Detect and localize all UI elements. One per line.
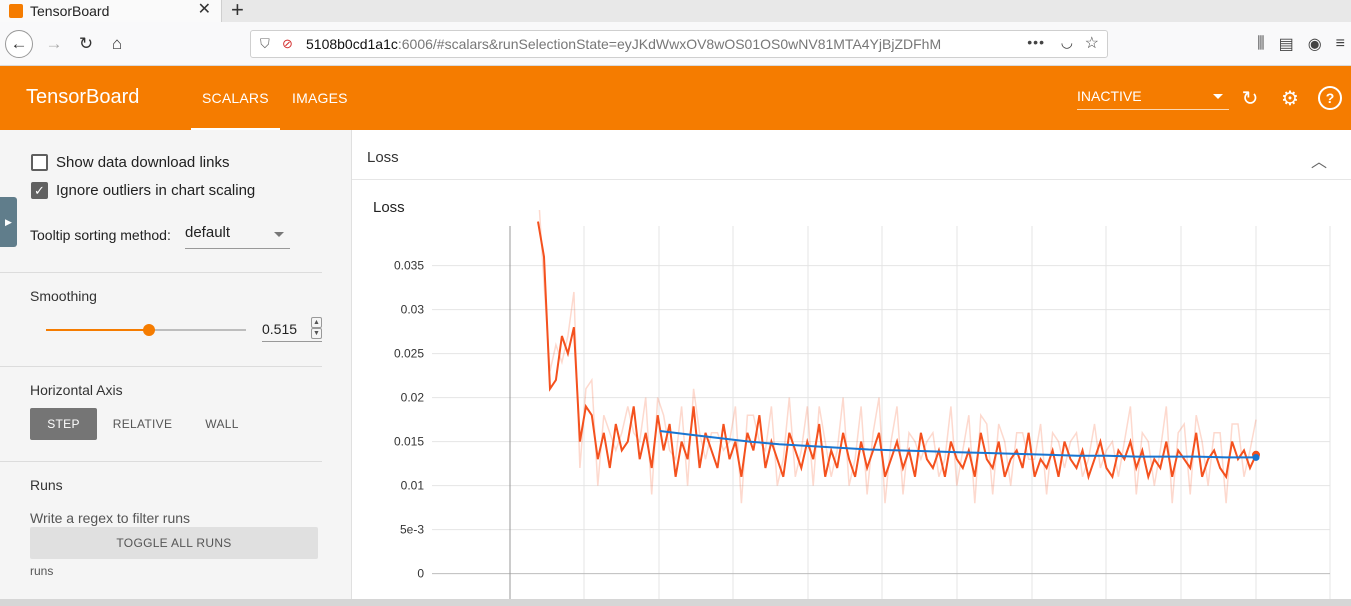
series-raw-line [538, 210, 1257, 504]
y-tick-label: 0.01 [401, 479, 425, 493]
menu-icon[interactable]: ≡ [1335, 35, 1345, 52]
main-panel: Loss ︿ Loss 0.035 0.03 0.025 0.02 0.015 0.01 5… [352, 130, 1351, 606]
smoothing-slider-knob[interactable] [143, 324, 155, 336]
smoothing-value: 0.515 [262, 321, 298, 337]
y-tick-label: 5e-3 [400, 523, 424, 537]
url-host: 5108b0cd1a1c [306, 36, 398, 52]
divider [0, 461, 322, 462]
series-line-blue [659, 430, 1256, 459]
more-actions-icon[interactable]: ••• [1027, 34, 1045, 50]
horizontal-axis-title: Horizontal Axis [30, 382, 123, 398]
divider [0, 272, 322, 273]
series-end-point-blue [1252, 453, 1260, 461]
show-download-links-label: Show data download links [56, 154, 230, 171]
tab-images[interactable]: IMAGES [292, 90, 348, 106]
tooltip-sorting-select[interactable]: default [185, 224, 290, 249]
brand-title: TensorBoard [26, 86, 140, 108]
select-caret-icon [274, 232, 284, 237]
divider [0, 366, 322, 367]
browser-toolbar-icons: ⫼ ▤ ◉ ≡ [1257, 30, 1351, 58]
refresh-icon[interactable]: ↻ [1241, 87, 1259, 110]
back-arrow-icon[interactable]: ← [5, 30, 33, 58]
y-tick-label: 0.02 [401, 391, 425, 405]
ignore-outliers-label: Ignore outliers in chart scaling [56, 182, 256, 199]
sidebar: ▶ Show data download links ✓ Ignore outl… [0, 130, 352, 606]
spin-up-icon[interactable]: ▲ [311, 317, 322, 328]
runs-title: Runs [30, 477, 63, 493]
y-tick-label: 0 [417, 567, 424, 581]
toggle-all-runs-button[interactable]: TOGGLE ALL RUNS [30, 527, 318, 559]
tensorboard-header: TensorBoard SCALARS IMAGES INACTIVE ↻ ⚙ … [0, 66, 1351, 130]
y-tick-label: 0.025 [394, 347, 424, 361]
axis-step-button[interactable]: STEP [30, 408, 97, 440]
pocket-icon[interactable]: ◡ [1060, 34, 1073, 50]
smoothing-input[interactable]: 0.515 ▲ ▼ [262, 317, 322, 342]
ignore-outliers-checkbox[interactable]: ✓ [31, 182, 48, 199]
card-title: Loss [367, 149, 399, 166]
os-taskbar [0, 599, 1351, 606]
browser-tab-bar: TensorBoard ✕ + [0, 0, 1351, 22]
show-download-links-checkbox[interactable] [31, 154, 48, 171]
loss-chart[interactable]: 0.035 0.03 0.025 0.02 0.015 0.01 5e-3 0 [352, 210, 1351, 606]
chevron-up-icon[interactable]: ︿ [1310, 154, 1327, 171]
url-bar[interactable]: ⛉ ⊘ 5108b0cd1a1c :6006/#scalars&runSelec… [250, 30, 1108, 58]
y-tick-label: 0.015 [394, 435, 424, 449]
axis-relative-button[interactable]: RELATIVE [112, 417, 173, 431]
runs-filter-input[interactable]: Write a regex to filter runs [30, 510, 191, 526]
spin-down-icon[interactable]: ▼ [311, 328, 322, 339]
dropdown-caret-icon [1213, 94, 1223, 99]
smoothing-slider-fill [46, 329, 149, 331]
browser-tab[interactable]: TensorBoard ✕ [0, 0, 222, 22]
reload-icon[interactable]: ↻ [78, 34, 94, 53]
series-line-orange [537, 221, 1257, 481]
help-icon[interactable]: ? [1318, 86, 1342, 110]
settings-gear-icon[interactable]: ⚙ [1281, 87, 1299, 110]
loss-card-header[interactable]: Loss ︿ [352, 136, 1351, 180]
browser-navbar: ← → ↻ ⌂ ⛉ ⊘ 5108b0cd1a1c :6006/#scalars&… [0, 22, 1351, 66]
y-tick-label: 0.03 [401, 303, 425, 317]
smoothing-title: Smoothing [30, 288, 97, 304]
account-icon[interactable]: ◉ [1307, 36, 1322, 53]
y-tick-label: 0.035 [394, 259, 424, 273]
axis-wall-button[interactable]: WALL [205, 417, 239, 431]
sidebar-collapse-handle-icon[interactable]: ▶ [0, 197, 17, 247]
shield-icon[interactable]: ⛉ [260, 36, 270, 51]
plugin-status-dropdown[interactable]: INACTIVE [1077, 88, 1229, 110]
close-tab-icon[interactable]: ✕ [197, 1, 211, 18]
run-item[interactable]: runs [30, 564, 54, 578]
tab-scalars[interactable]: SCALARS [191, 90, 280, 130]
chart-title: Loss [373, 199, 405, 216]
home-icon[interactable]: ⌂ [111, 34, 123, 53]
library-icon[interactable]: ⫼ [1257, 35, 1265, 52]
insecure-lock-icon[interactable]: ⊘ [282, 36, 293, 51]
bookmark-star-icon[interactable]: ☆ [1084, 35, 1099, 52]
sidebar-toggle-icon[interactable]: ▤ [1278, 36, 1294, 53]
new-tab-icon[interactable]: + [231, 0, 244, 22]
tooltip-sorting-label: Tooltip sorting method: [30, 227, 171, 243]
url-path: :6006/#scalars&runSelectionState=eyJKdWw… [397, 36, 942, 52]
status-value: INACTIVE [1077, 88, 1142, 104]
smoothing-slider[interactable] [46, 324, 246, 336]
tensorboard-favicon-icon [9, 4, 23, 18]
tooltip-sorting-value: default [185, 224, 231, 241]
tab-title: TensorBoard [30, 3, 110, 19]
forward-arrow-icon[interactable]: → [45, 34, 63, 53]
